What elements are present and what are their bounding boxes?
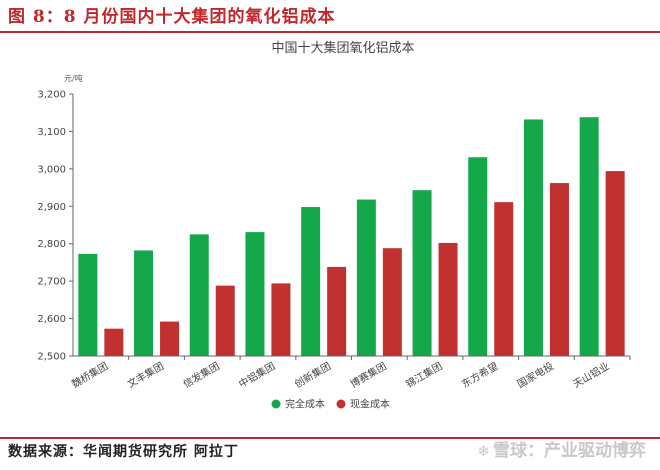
- figure-title: 图 8：8 月份国内十大集团的氧化铝成本: [8, 7, 336, 27]
- legend-marker: [271, 399, 281, 409]
- bar-full-cost: [468, 157, 488, 356]
- bar-full-cost: [579, 117, 599, 356]
- x-tick-label: 天山铝业: [571, 360, 612, 390]
- watermark: ❄ 雪球：产业驱动博弈: [477, 440, 646, 462]
- y-axis-unit-label: 元/吨: [64, 73, 83, 83]
- x-tick-label: 锦江集团: [403, 359, 444, 390]
- x-tick-label: 博赛集团: [348, 359, 389, 390]
- y-tick-label: 3,100: [37, 127, 66, 138]
- legend: 完全成本 现金成本: [271, 398, 390, 411]
- bar-cash-cost: [549, 183, 569, 356]
- bar-cash-cost: [327, 266, 347, 356]
- y-tick-label: 2,700: [37, 277, 66, 288]
- bar-full-cost: [189, 234, 209, 356]
- x-tick-label: 信发集团: [181, 359, 222, 390]
- x-tick-label: 文丰集团: [125, 359, 166, 390]
- bar-chart: 中国十大集团氧化铝成本 元/吨 2,500 2,600 2,700 2,800 2,90…: [37, 40, 631, 411]
- bar-full-cost: [245, 232, 265, 356]
- bar-cash-cost: [104, 328, 124, 356]
- bar-cash-cost: [438, 242, 458, 356]
- bar-full-cost: [412, 190, 432, 356]
- legend-label: 完全成本: [285, 398, 325, 411]
- bar-full-cost: [523, 119, 543, 356]
- y-tick-label: 2,900: [37, 202, 66, 213]
- bottom-divider: [0, 437, 660, 439]
- legend-marker: [336, 399, 346, 409]
- chart-title: 中国十大集团氧化铝成本: [271, 40, 414, 56]
- x-tick-label: 中铝集团: [236, 359, 277, 390]
- y-tick-label: 2,600: [37, 314, 66, 325]
- bar-full-cost: [78, 253, 98, 356]
- bar-cash-cost: [271, 283, 291, 356]
- bars-group: [78, 117, 625, 356]
- bar-full-cost: [301, 207, 321, 356]
- top-divider: [0, 31, 660, 33]
- y-tick-label: 3,000: [37, 164, 66, 175]
- x-tick-label: 魏桥集团: [69, 359, 110, 390]
- bar-full-cost: [356, 199, 376, 356]
- watermark-text: 雪球：产业驱动博弈: [493, 441, 646, 461]
- x-tick-label: 国家电投: [515, 359, 556, 390]
- legend-label: 现金成本: [350, 398, 390, 411]
- x-axis: 魏桥集团 文丰集团 信发集团 中铝集团 创新集团 博赛集团 锦江集团 东方希望 国家电投 天山铝业: [69, 355, 631, 391]
- bar-cash-cost: [494, 202, 514, 356]
- y-tick-label: 2,500: [37, 352, 66, 363]
- y-tick-label: 3,200: [37, 90, 66, 101]
- data-source-note: 数据来源：华闻期货研究所 阿拉丁: [8, 444, 239, 460]
- x-tick-label: 东方希望: [459, 359, 500, 390]
- bar-full-cost: [134, 250, 154, 356]
- bar-cash-cost: [160, 321, 180, 356]
- bar-cash-cost: [605, 171, 625, 356]
- y-tick-label: 2,800: [37, 239, 66, 250]
- x-tick-label: 创新集团: [292, 359, 333, 390]
- snowball-logo-icon: ❄: [477, 442, 490, 460]
- bar-cash-cost: [215, 285, 235, 356]
- y-axis: 2,500 2,600 2,700 2,800 2,900 3,000 3,100 3,200: [37, 90, 74, 363]
- bar-cash-cost: [382, 248, 402, 356]
